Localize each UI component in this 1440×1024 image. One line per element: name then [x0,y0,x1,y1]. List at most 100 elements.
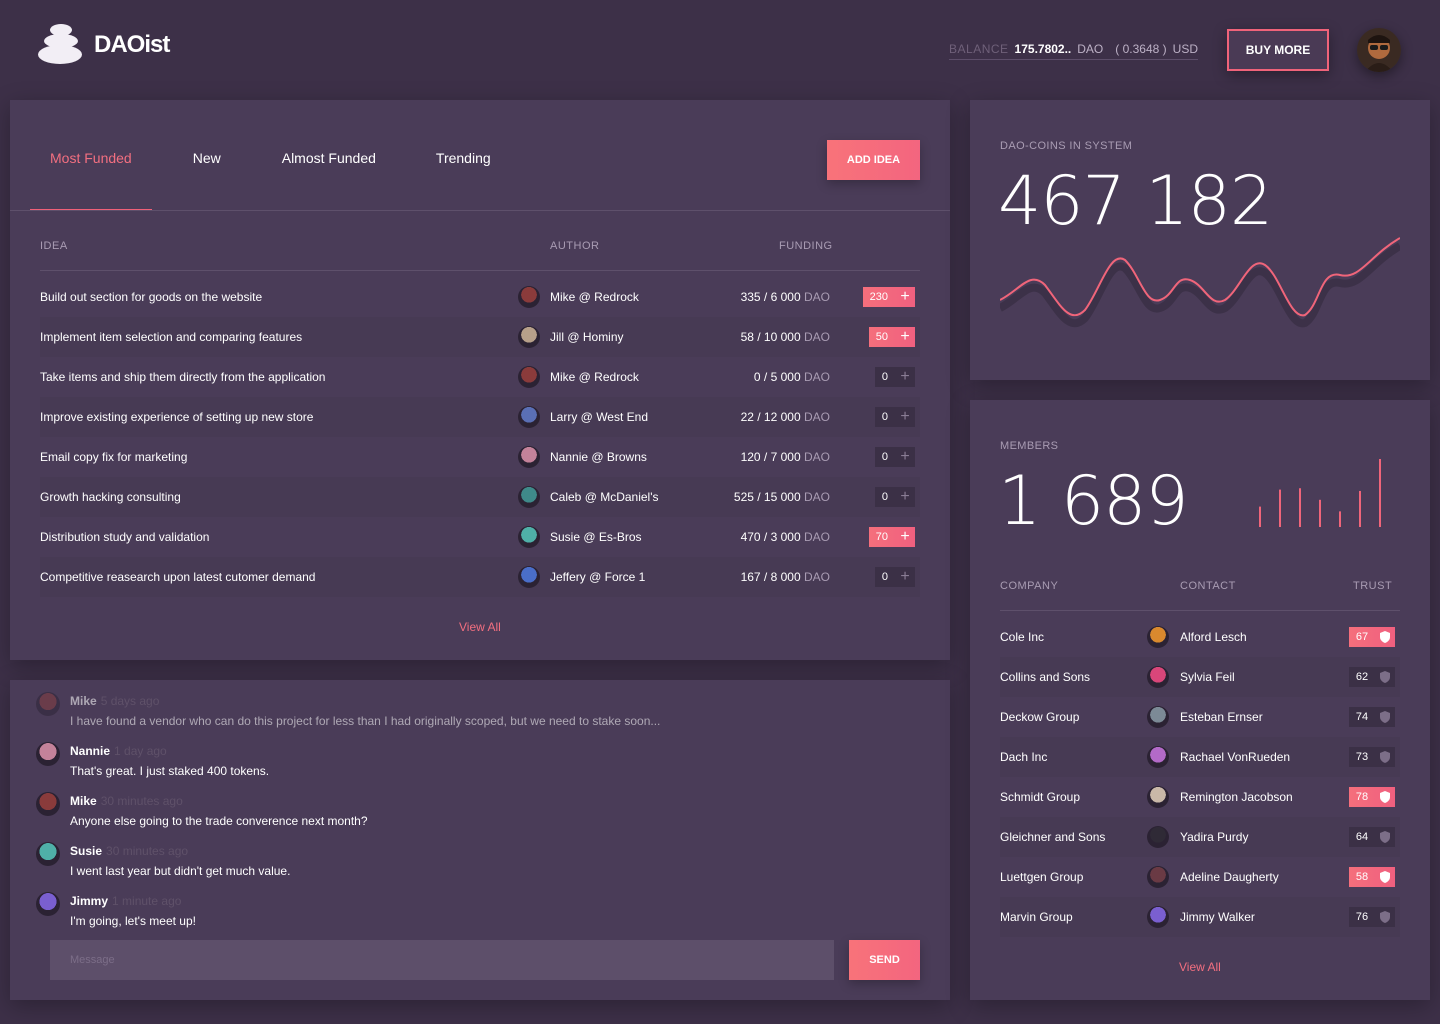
table-row[interactable]: Cole Inc Alford Lesch 67 [1000,617,1400,657]
message-author[interactable]: Nannie [70,744,111,758]
tab-new[interactable]: New [192,150,221,166]
tab-almost-funded[interactable]: Almost Funded [281,150,376,166]
table-row[interactable]: Take items and ship them directly from t… [40,357,920,397]
logo[interactable]: DAOist [38,24,170,66]
contact-avatar [1147,666,1169,688]
company-name[interactable]: Collins and Sons [1000,670,1091,684]
contact-name[interactable]: Jimmy Walker [1180,910,1255,924]
contact-name[interactable]: Rachael VonRueden [1180,750,1291,764]
stake-control[interactable]: 50 + [868,327,915,347]
idea-title[interactable]: Implement item selection and comparing f… [40,330,303,344]
plus-icon[interactable]: + [900,448,910,465]
stake-control[interactable]: 0 + [874,407,915,427]
contact-name[interactable]: Sylvia Feil [1180,670,1235,684]
plus-icon[interactable]: + [900,408,910,425]
message-author[interactable]: Jimmy [70,894,109,908]
table-row[interactable]: Competitive reasearch upon latest cutome… [40,557,920,597]
table-row[interactable]: Dach Inc Rachael VonRueden 73 [1000,737,1400,777]
author-avatar [518,366,540,388]
trust-badge[interactable]: 74 [1349,707,1395,727]
author-name[interactable]: Larry @ West End [550,410,648,424]
message-author[interactable]: Mike [70,794,97,808]
table-row[interactable]: Distribution study and validation Susie @… [40,517,920,557]
send-button[interactable]: SEND [849,940,920,980]
plus-icon[interactable]: + [900,288,910,305]
author-name[interactable]: Jill @ Hominy [550,330,624,344]
message-author[interactable]: Mike [70,694,97,708]
trust-badge[interactable]: 67 [1349,627,1395,647]
message-avatar[interactable] [36,692,60,716]
table-row[interactable]: Luettgen Group Adeline Daugherty 58 [1000,857,1400,897]
ideas-view-all-link[interactable]: View All [459,620,501,634]
members-view-all-link[interactable]: View All [1179,960,1221,974]
stake-control[interactable]: 0 + [874,487,915,507]
idea-title[interactable]: Email copy fix for marketing [40,450,188,464]
idea-title[interactable]: Distribution study and validation [40,530,210,544]
idea-title[interactable]: Growth hacking consulting [40,490,181,504]
table-row[interactable]: Marvin Group Jimmy Walker 76 [1000,897,1400,937]
message-avatar[interactable] [36,892,60,916]
stake-control[interactable]: 0 + [874,367,915,387]
tab-trending[interactable]: Trending [435,150,491,166]
author-name[interactable]: Jeffery @ Force 1 [550,570,646,584]
trust-badge[interactable]: 78 [1349,787,1395,807]
message-time: 30 minutes ago [106,844,189,858]
idea-title[interactable]: Build out section for goods on the websi… [40,290,263,304]
trust-badge[interactable]: 64 [1349,827,1395,847]
plus-icon[interactable]: + [900,528,910,545]
stake-control[interactable]: 0 + [874,567,915,587]
company-name[interactable]: Luettgen Group [1000,870,1084,884]
table-row[interactable]: Improve existing experience of setting u… [40,397,920,437]
plus-icon[interactable]: + [900,368,910,385]
company-name[interactable]: Cole Inc [1000,630,1045,644]
plus-icon[interactable]: + [900,488,910,505]
message-author[interactable]: Susie [70,844,103,858]
company-name[interactable]: Marvin Group [1000,910,1073,924]
plus-icon[interactable]: + [900,328,910,345]
company-name[interactable]: Deckow Group [1000,710,1080,724]
author-name[interactable]: Mike @ Redrock [550,370,639,384]
table-row[interactable]: Growth hacking consulting Caleb @ McDanie… [40,477,920,517]
buy-more-button[interactable]: BUY MORE [1227,29,1329,71]
message-avatar[interactable] [36,792,60,816]
message-avatar[interactable] [36,742,60,766]
idea-title[interactable]: Competitive reasearch upon latest cutome… [40,570,316,584]
message-meta: Susie 30 minutes ago [70,844,188,858]
contact-name[interactable]: Alford Lesch [1180,630,1247,644]
table-row[interactable]: Build out section for goods on the websi… [40,277,920,317]
contact-name[interactable]: Remington Jacobson [1180,790,1293,804]
column-header-company: COMPANY [1000,580,1059,592]
contact-name[interactable]: Adeline Daugherty [1180,870,1279,884]
trust-badge[interactable]: 58 [1349,867,1395,887]
stake-control[interactable]: 70 + [868,527,915,547]
table-row[interactable]: Schmidt Group Remington Jacobson 78 [1000,777,1400,817]
trust-badge[interactable]: 62 [1349,667,1395,687]
stake-control[interactable]: 230 + [862,287,915,307]
stake-control[interactable]: 0 + [874,447,915,467]
author-name[interactable]: Caleb @ McDaniel's [550,490,659,504]
idea-title[interactable]: Take items and ship them directly from t… [40,370,326,384]
author-name[interactable]: Nannie @ Browns [550,450,647,464]
idea-title[interactable]: Improve existing experience of setting u… [40,410,314,424]
table-row[interactable]: Implement item selection and comparing f… [40,317,920,357]
message-input[interactable] [50,940,834,980]
table-row[interactable]: Deckow Group Esteban Ernser 74 [1000,697,1400,737]
table-row[interactable]: Collins and Sons Sylvia Feil 62 [1000,657,1400,697]
author-name[interactable]: Mike @ Redrock [550,290,639,304]
table-row[interactable]: Gleichner and Sons Yadira Purdy 64 [1000,817,1400,857]
add-idea-button[interactable]: ADD IDEA [827,140,920,180]
message-avatar[interactable] [36,842,60,866]
author-name[interactable]: Susie @ Es-Bros [550,530,642,544]
trust-badge[interactable]: 73 [1349,747,1395,767]
trust-badge[interactable]: 76 [1349,907,1395,927]
tab-most-funded[interactable]: Most Funded [30,136,152,211]
contact-name[interactable]: Esteban Ernser [1180,710,1263,724]
contact-name[interactable]: Yadira Purdy [1180,830,1249,844]
company-name[interactable]: Dach Inc [1000,750,1048,764]
table-row[interactable]: Email copy fix for marketing Nannie @ Bro… [40,437,920,477]
message-time: 30 minutes ago [100,794,183,808]
plus-icon[interactable]: + [900,568,910,585]
company-name[interactable]: Gleichner and Sons [1000,830,1106,844]
company-name[interactable]: Schmidt Group [1000,790,1081,804]
user-avatar[interactable] [1357,28,1401,72]
